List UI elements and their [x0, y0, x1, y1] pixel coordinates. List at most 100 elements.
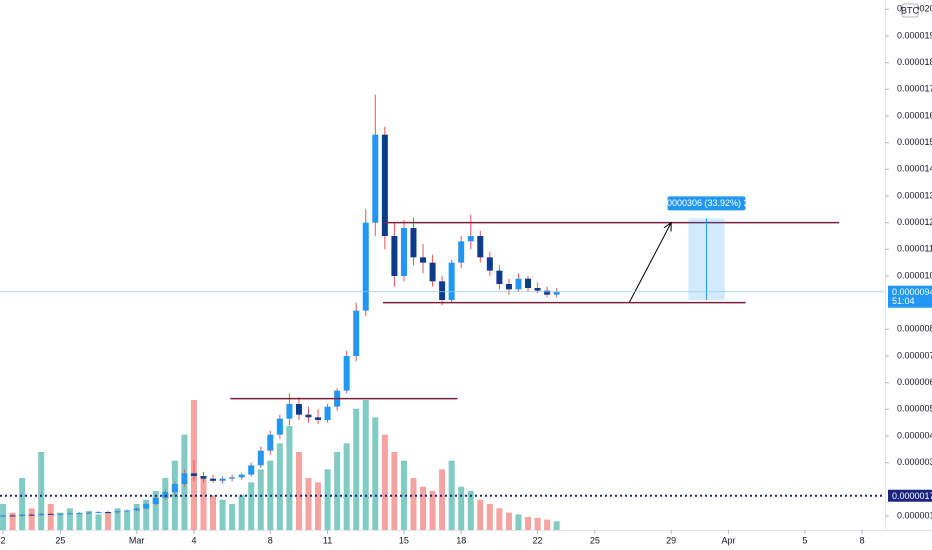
x-tick-label: 11: [323, 535, 332, 545]
candle-body: [486, 257, 493, 271]
volume-bar: [410, 478, 417, 530]
countdown-label: 51:04: [892, 296, 915, 306]
y-tick-label: 0.00001200: [897, 217, 932, 227]
candle-body: [324, 406, 331, 420]
candle-body: [544, 290, 551, 295]
volume-bar: [391, 452, 398, 530]
volume-bar: [477, 499, 484, 530]
volume-bar: [515, 514, 522, 530]
y-tick-label: 0.00001600: [897, 110, 932, 120]
candle-body: [505, 284, 512, 290]
x-tick-label: 2: [1, 535, 6, 545]
volume-bar: [372, 417, 379, 530]
candle-body: [257, 450, 264, 466]
x-tick-label: Apr: [721, 535, 735, 545]
candle-body: [229, 477, 236, 479]
y-tick-label: 0.00000300: [897, 457, 932, 467]
candle-body: [391, 236, 398, 276]
candle-body: [200, 476, 207, 479]
volume-bar: [143, 499, 150, 530]
volume-bar: [439, 469, 446, 530]
symbol-badge: [901, 3, 919, 18]
candle-body: [190, 473, 197, 476]
x-tick-label: 4: [191, 535, 196, 545]
x-tick-label: 29: [666, 535, 676, 545]
volume-bar: [534, 517, 541, 530]
x-tick-label: 22: [533, 535, 543, 545]
candle-body: [133, 508, 140, 511]
volume-bar: [343, 443, 350, 530]
volume-bar: [400, 460, 407, 530]
volume-bar: [229, 504, 236, 530]
x-tick-label: 25: [590, 535, 600, 545]
volume-bar: [429, 491, 436, 530]
y-tick-label: 0.00000400: [897, 430, 932, 440]
y-tick-label: 0.00000600: [897, 377, 932, 387]
volume-bar: [152, 491, 159, 530]
volume-bar: [315, 482, 322, 530]
volume-bar: [162, 478, 169, 530]
candle-body: [477, 236, 484, 258]
candle-body: [295, 404, 302, 415]
last-price-bg: [888, 285, 932, 308]
volume-bar: [105, 512, 112, 530]
volume-bar: [95, 514, 102, 530]
y-tick-label: 0.00000700: [897, 350, 932, 360]
volume-bar: [276, 443, 283, 530]
candle-body: [152, 497, 159, 504]
candle-body: [448, 262, 455, 300]
x-tick-label: 5: [802, 535, 807, 545]
candle-body: [315, 417, 322, 420]
y-tick-label: 0.00000800: [897, 324, 932, 334]
candle-body: [525, 278, 532, 288]
candle-body: [181, 473, 188, 484]
x-tick-label: Mar: [129, 535, 145, 545]
volume-bar: [114, 508, 121, 530]
volume-bar: [553, 521, 560, 530]
y-tick-label: 0.00001400: [897, 164, 932, 174]
volume-bar: [219, 499, 226, 530]
volume-bar: [295, 452, 302, 530]
x-tick-label: 18: [456, 535, 466, 545]
x-tick-label: 8: [860, 535, 865, 545]
candle-body: [343, 356, 350, 391]
candle-body: [171, 484, 178, 492]
volume-bar: [9, 512, 16, 530]
y-tick-label: 0.00001800: [897, 57, 932, 67]
candle-body: [248, 465, 255, 475]
arrow: [628, 223, 671, 303]
y-tick-label: 0.00001900: [897, 30, 932, 40]
candle-body: [66, 513, 73, 515]
volume-bar: [248, 482, 255, 530]
volume-bar: [38, 452, 45, 530]
candle-body: [534, 288, 541, 291]
x-tick-label: 25: [55, 535, 65, 545]
volume-bar: [210, 495, 217, 530]
candle-body: [38, 513, 45, 516]
volume-bar: [286, 426, 293, 530]
candle-body: [114, 511, 121, 513]
volume-bar: [486, 504, 493, 530]
y-tick-label: 0.00001100: [897, 244, 932, 254]
volume-bar: [381, 434, 388, 530]
volume-bar: [496, 508, 503, 530]
volume-bar: [257, 469, 264, 530]
candle-body: [57, 513, 64, 515]
candle-body: [400, 228, 407, 276]
candle-body: [143, 504, 150, 509]
volume-bar: [57, 512, 64, 530]
alert-label-bg: [888, 489, 932, 502]
volume-bar: [334, 452, 341, 530]
volume-bar: [66, 508, 73, 530]
candle-body: [0, 515, 7, 517]
candle-body: [85, 512, 92, 514]
candle-body: [362, 222, 369, 311]
y-tick-label: 0.00001300: [897, 190, 932, 200]
volume-bar: [124, 510, 131, 530]
volume-bar: [305, 478, 312, 530]
volume-bar: [505, 512, 512, 530]
candle-body: [458, 241, 465, 263]
volume-bar: [420, 486, 427, 530]
candle-body: [124, 510, 131, 512]
